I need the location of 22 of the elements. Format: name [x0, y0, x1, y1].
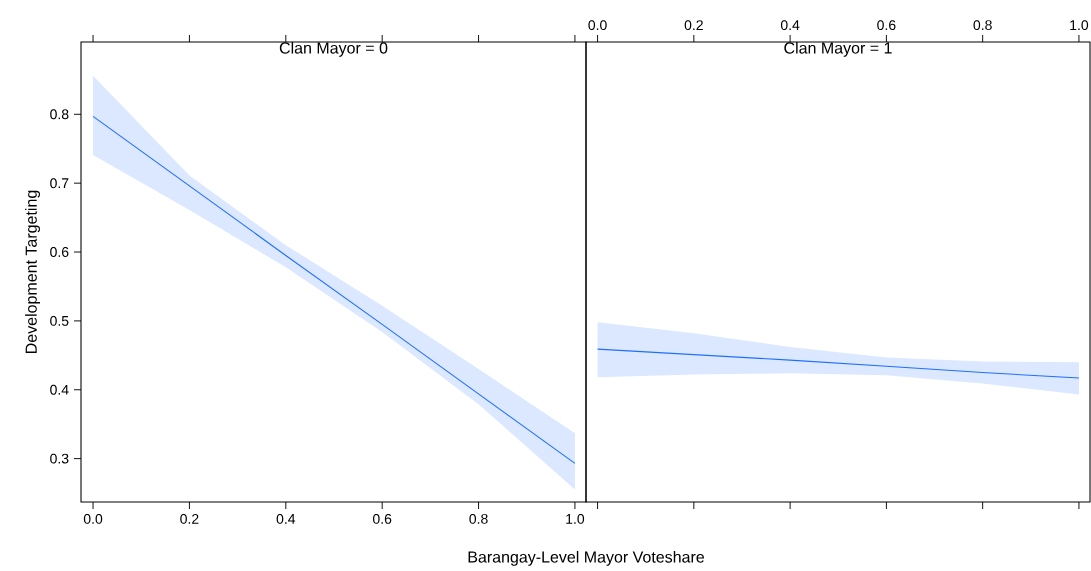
x-tick-label: 0.6	[877, 20, 896, 31]
x-tick-label: 0.4	[780, 20, 800, 31]
y-tick-label: 0.8	[50, 109, 69, 120]
y-tick-label: 0.4	[50, 384, 69, 395]
x-tick-label: 0.6	[372, 513, 392, 524]
x-tick-label: 0.2	[180, 513, 199, 524]
x-tick-label: 1.0	[566, 513, 585, 524]
y-tick-label: 0.6	[50, 247, 69, 257]
y-axis-title: Development Targeting	[25, 190, 41, 353]
y-tick-label: 0.7	[50, 178, 69, 189]
x-tick-label: 1.0	[1070, 20, 1089, 31]
x-tick-label: 0.4	[276, 513, 296, 524]
y-tick-label: 0.3	[50, 453, 69, 464]
x-tick-label: 0.0	[588, 20, 607, 31]
chart-title: Clan Mayor = 0	[279, 41, 388, 57]
chart-title: Clan Mayor = 1	[784, 41, 892, 57]
x-tick-label: 0.8	[469, 513, 488, 524]
y-tick-label: 0.5	[50, 315, 69, 326]
x-axis-title: Barangay-Level Mayor Voteshare	[468, 550, 704, 566]
x-tick-label: 0.8	[973, 20, 992, 31]
x-tick-label: 0.0	[83, 513, 103, 524]
x-tick-label: 0.2	[684, 20, 703, 31]
